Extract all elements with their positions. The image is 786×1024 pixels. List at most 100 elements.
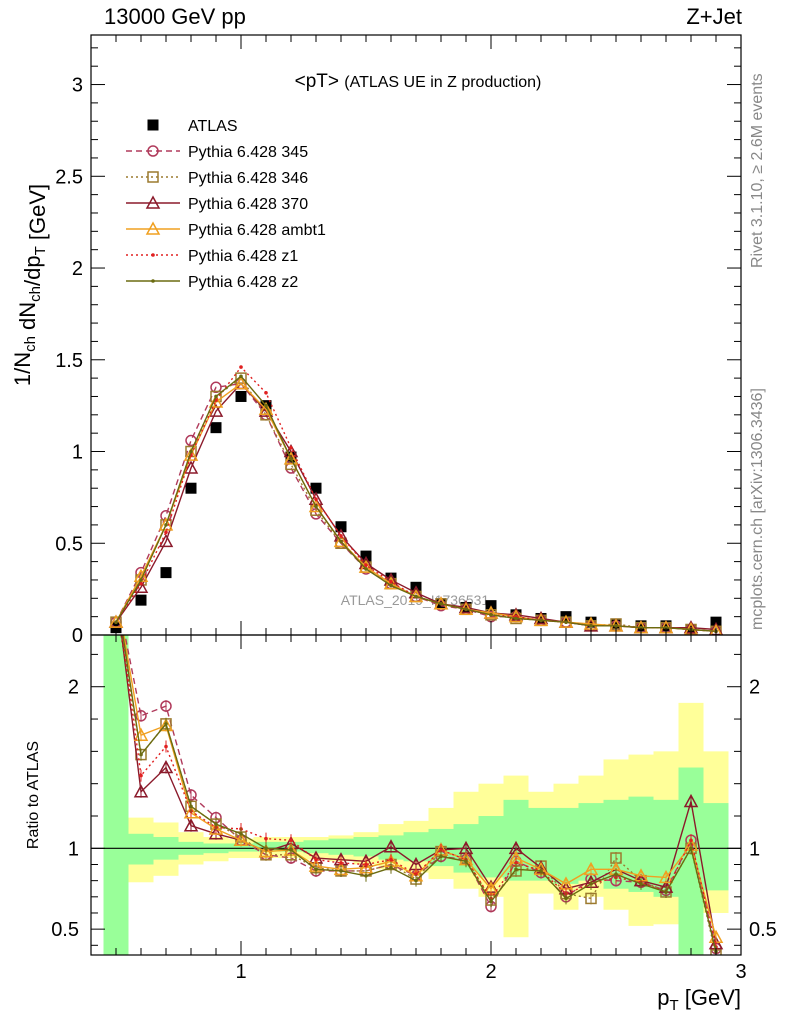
main-series: ATLAS_2019_I1736531 xyxy=(108,365,724,635)
legend-label: Pythia 6.428 370 xyxy=(188,196,308,213)
ratio-y-tick-label-right: 2 xyxy=(749,677,760,699)
mc-point xyxy=(210,381,222,394)
ratio-point xyxy=(464,859,468,864)
ratio-point xyxy=(289,838,293,843)
ratio-point xyxy=(133,784,149,798)
legend: ATLAS Pythia 6.428 345 Pythia 6.428 346 Pyt… xyxy=(126,118,326,291)
data-point xyxy=(335,521,347,533)
x-tick-label: 2 xyxy=(485,961,496,983)
mc-point xyxy=(564,620,568,624)
ratio-point xyxy=(110,584,122,595)
data-point xyxy=(160,567,172,579)
legend-label: Pythia 6.428 ambt1 xyxy=(188,222,326,239)
mc-point xyxy=(289,446,293,450)
mc-point xyxy=(414,594,418,599)
mc-point xyxy=(389,579,393,584)
legend-marker xyxy=(147,145,159,157)
mc-point xyxy=(439,602,443,606)
ratio-y-tick-label-right: 1 xyxy=(749,838,760,860)
data-point xyxy=(310,482,322,494)
ratio-point xyxy=(160,700,172,712)
legend-marker xyxy=(151,253,155,257)
green-band-bin xyxy=(403,832,429,862)
mc-point xyxy=(264,403,268,408)
ratio-point xyxy=(389,865,393,870)
ratio-uncertainty-bands xyxy=(91,635,741,955)
mc-point xyxy=(533,610,549,625)
mc-point xyxy=(158,533,174,548)
ratio-point xyxy=(689,838,693,843)
ratio-point xyxy=(264,846,268,851)
ratio-point xyxy=(339,869,343,873)
mc-point xyxy=(164,523,168,527)
ratio-point xyxy=(683,793,699,808)
mc-point xyxy=(183,460,199,474)
legend-label: Pythia 6.428 346 xyxy=(188,170,308,187)
ratio-point xyxy=(514,867,518,872)
mc-point xyxy=(458,599,474,614)
ratio-y-tick-label: 2 xyxy=(68,677,79,699)
ratio-point xyxy=(139,773,143,778)
mc-point xyxy=(514,616,518,621)
data-point xyxy=(660,620,672,632)
mc-point xyxy=(139,578,143,582)
mc-point xyxy=(483,605,499,619)
mc-point xyxy=(664,625,668,630)
ratio-point xyxy=(614,872,618,876)
ratio-point xyxy=(110,584,122,595)
ratio-point xyxy=(239,831,243,836)
ratio-point xyxy=(189,804,193,809)
y-tick-label: 0.5 xyxy=(55,533,83,555)
legend-label: Pythia 6.428 z2 xyxy=(188,274,298,291)
mc-point xyxy=(239,374,243,379)
ratio-point xyxy=(383,839,399,853)
green-band-bin xyxy=(353,837,379,857)
mc-point xyxy=(164,530,168,535)
mc-point xyxy=(339,534,343,538)
ratio-point xyxy=(439,848,443,852)
mc-point xyxy=(239,365,243,369)
ratio-point xyxy=(414,878,418,883)
mc-point xyxy=(339,539,343,544)
ratio-point xyxy=(111,601,121,611)
ratio-point xyxy=(233,832,249,847)
mc-point xyxy=(189,449,193,454)
ratio-point xyxy=(164,744,168,749)
mc-point xyxy=(183,447,199,461)
rivet-version-label: Rivet 3.1.10, ≥ 2.6M events xyxy=(749,73,766,268)
ratio-point xyxy=(364,874,368,878)
y-tick-label: 1.5 xyxy=(55,350,83,372)
mc-point xyxy=(539,618,543,623)
mc-point xyxy=(389,583,393,588)
ratio-point xyxy=(364,862,368,867)
legend-marker xyxy=(147,171,159,183)
legend-marker xyxy=(145,221,161,235)
y-tick-label: 1 xyxy=(72,442,83,464)
ratio-point xyxy=(339,861,343,865)
ratio-point xyxy=(514,861,518,865)
mcplots-label: mcplots.cern.ch [arXiv:1306.3436] xyxy=(749,388,766,630)
mc-point xyxy=(464,607,468,612)
ratio-point xyxy=(135,710,147,722)
ratio-point xyxy=(539,869,543,873)
axis-ticks xyxy=(90,35,742,955)
mc-point xyxy=(289,457,293,461)
ratio-point xyxy=(114,588,118,592)
ratio-point xyxy=(114,588,118,592)
ratio-point xyxy=(183,805,199,819)
ratio-point xyxy=(489,899,493,904)
ratio-point xyxy=(658,869,674,884)
mc-point xyxy=(133,579,149,594)
green-band-bin xyxy=(103,635,129,955)
header-left-label: 13000 GeV pp xyxy=(104,4,246,29)
ratio-point xyxy=(183,818,199,832)
mc-point xyxy=(258,401,274,416)
legend-label: ATLAS xyxy=(188,118,238,135)
ratio-point xyxy=(111,585,121,595)
ratio-y-tick-label: 1 xyxy=(68,838,79,860)
mc-point xyxy=(314,497,318,502)
green-band-bin xyxy=(303,840,329,854)
x-tick-label: 3 xyxy=(735,961,746,983)
